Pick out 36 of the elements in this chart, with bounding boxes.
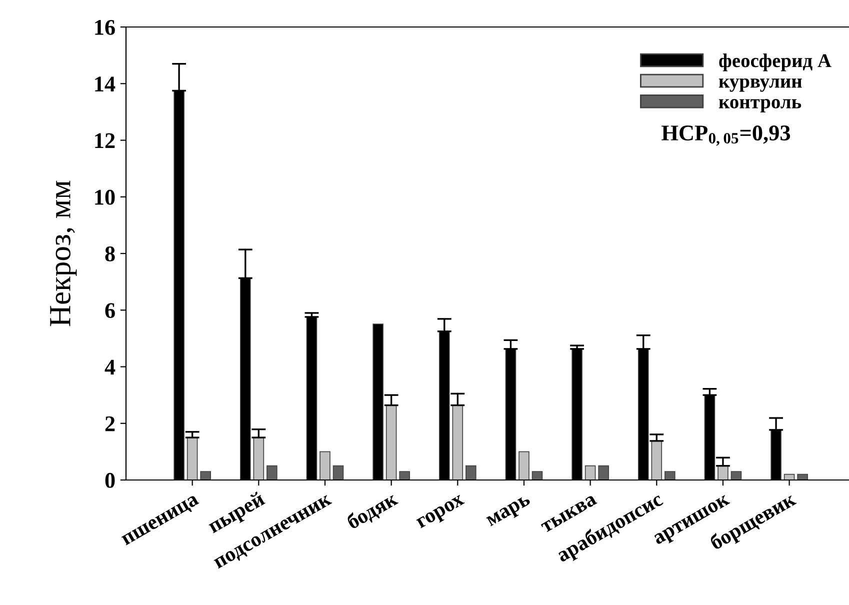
y-tick-label: 12 [95,133,115,148]
legend-label: контроль [718,99,802,112]
bar [797,474,808,480]
bar [332,465,344,480]
x-tick-label: бодяк [345,490,400,533]
bar [466,465,476,480]
y-tick-label: 8 [105,246,115,262]
y-tick-label: 6 [105,303,115,318]
y-tick-label: 14 [95,76,116,92]
bar [664,471,676,480]
y-tick-label: 0 [105,472,115,488]
y-tick-label: 10 [95,190,115,205]
y-tick-label: 16 [95,20,115,35]
bar [532,471,543,480]
bar [253,437,264,480]
bar [386,404,397,480]
x-tick-label: горох [416,494,468,532]
legend-label: курвулин [718,78,802,92]
bar [186,437,198,480]
y-axis-title: Некроз, мм [50,180,77,326]
bar [518,451,530,480]
bar [399,471,410,480]
bar [651,440,662,480]
bar [266,465,278,480]
annotation: НСР$_{0,05}$=0,93 [662,126,790,146]
x-tick-label: марь [486,494,533,530]
bar [730,471,742,480]
y-tick-label: 2 [105,416,115,432]
bar [320,451,330,480]
bar [452,404,464,480]
bar [584,465,596,480]
bar [200,471,211,480]
bar [598,465,609,480]
bar [718,465,728,480]
legend-label: феосферид А [719,54,832,72]
y-tick-label: 4 [104,360,116,374]
